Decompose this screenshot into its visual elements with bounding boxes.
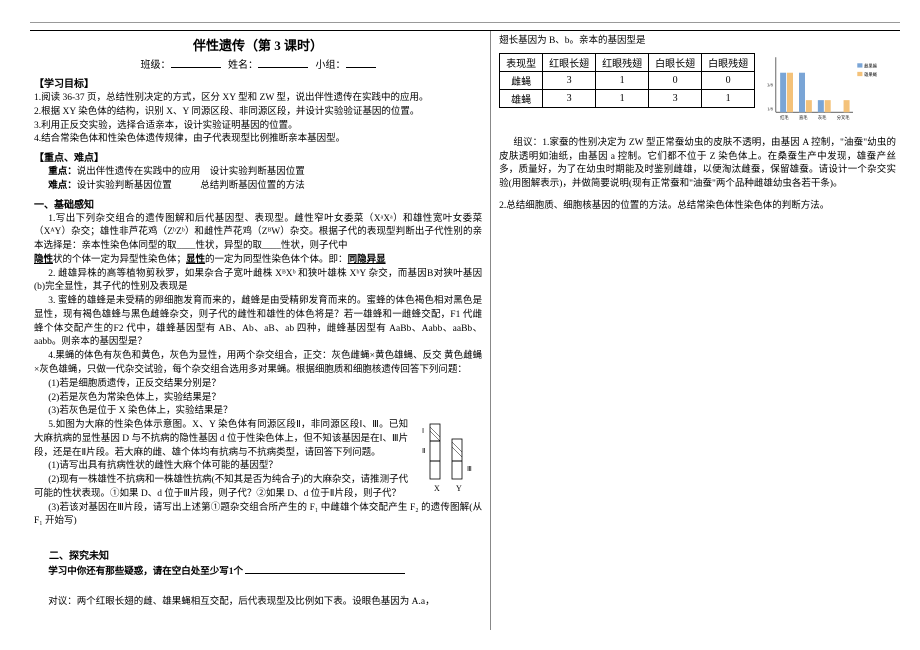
explore-label: 学习中你还有那些疑惑，请在空白处至少写1个 xyxy=(48,567,243,577)
r1c4: 1 xyxy=(702,89,755,107)
explore-heading: 二、探究未知 xyxy=(34,547,482,562)
goals-heading: 【学习目标】 xyxy=(34,75,482,90)
goal-4: 4.结合常染色体和性染色体遗传规律，由子代表现型比例推断亲本基因型。 xyxy=(34,133,482,147)
left-column: 伴性遗传（第 3 课时） 班级： 姓名： 小组： 【学习目标】 1.阅读 36-… xyxy=(30,31,491,630)
name-label: 姓名： xyxy=(228,60,258,71)
group-blank xyxy=(346,58,376,68)
leg0: 雌果蝇 xyxy=(864,62,878,69)
right-p1: 组议：1.家蚕的性别决定为 ZW 型正常蚕幼虫的皮肤不透明，由基因 A 控制，"… xyxy=(499,137,896,192)
th-4: 白眼残翅 xyxy=(702,53,755,71)
q3: 3. 蜜蜂的雄蜂是未受精的卵细胞发育而来的，雌蜂是由受精卵发育而来的。蜜蜂的体色… xyxy=(34,295,482,350)
q4-1: (1)若是细胞质遗传，正反交结果分别是？ xyxy=(34,378,482,392)
key1-label: 重点： xyxy=(48,167,77,177)
explore-blank xyxy=(245,564,405,574)
base-heading: 一、基础感知 xyxy=(34,196,482,211)
bi2-b: 状的个体一定为异型性染色体； xyxy=(53,255,186,265)
svg-text:Ⅱ: Ⅱ xyxy=(422,447,425,455)
r0c3: 0 xyxy=(649,71,702,89)
class-blank xyxy=(171,58,221,68)
th-1: 红眼长翅 xyxy=(543,53,596,71)
phenotype-table: 表现型 红眼长翅 红眼残翅 白眼长翅 白眼残翅 雌蝇 3 1 0 0 雄 xyxy=(499,53,755,108)
table-row: 雌蝇 3 1 0 0 xyxy=(500,71,755,89)
svg-text:Y: Y xyxy=(456,484,462,493)
r1c2: 1 xyxy=(596,89,649,107)
r1c3: 3 xyxy=(649,89,702,107)
key2-text: 设计实验判断基因位置 总结判断基因位置的方法 xyxy=(77,181,305,191)
svg-text:Ⅲ: Ⅲ xyxy=(467,465,472,473)
goal-2: 2.根据 XY 染色体的结构，识别 X、Y 同源区段、非同源区段，并设计实验验证… xyxy=(34,106,482,120)
q4-2: (2)若是灰色为常染色体上，实验结果是？ xyxy=(34,392,482,406)
name-blank xyxy=(258,58,308,68)
xl3: 分叉毛 xyxy=(837,114,851,121)
th-2: 红眼残翅 xyxy=(596,53,649,71)
th-3: 白眼长翅 xyxy=(649,53,702,71)
svg-text:3/8: 3/8 xyxy=(767,82,772,87)
class-label: 班级： xyxy=(141,60,171,71)
header-line: 班级： 姓名： 小组： xyxy=(34,56,482,71)
base-intro: 1.写出下列杂交组合的遗传图解和后代基因型、表现型。雌性窄叶女委菜（XᵃXᵃ）和… xyxy=(34,213,482,254)
q4: 4.果蝇的体色有灰色和黄色，灰色为显性，用两个杂交组合，正交：灰色雌蝇×黄色雄蝇… xyxy=(34,350,482,378)
right-column: 翅长基因为 B、b。亲本的基因型是 表现型 红眼长翅 红眼残翅 白眼长翅 白眼残… xyxy=(491,31,900,630)
key-line-2: 难点：设计实验判断基因位置 总结判断基因位置的方法 xyxy=(34,180,482,194)
key1-text: 说出伴性遗传在实践中的应用 设计实验判断基因位置 xyxy=(77,167,305,177)
two-column-layout: 伴性遗传（第 3 课时） 班级： 姓名： 小组： 【学习目标】 1.阅读 36-… xyxy=(30,31,900,630)
r0c4: 0 xyxy=(702,71,755,89)
discuss-line: 对议：两个红眼长翅的雌、雄果蝇相互交配，后代表现型及比例如下表。设眼色基因为 A… xyxy=(34,596,482,610)
table-chart-row: 表现型 红眼长翅 红眼残翅 白眼长翅 白眼残翅 雌蝇 3 1 0 0 雄 xyxy=(499,49,896,129)
leg1: 雄果蝇 xyxy=(864,71,878,78)
bi2-c: 显性 xyxy=(186,255,205,265)
xl1: 直毛 xyxy=(799,114,808,120)
explore-line: 学习中你还有那些疑惑，请在空白处至少写1个 xyxy=(34,564,482,580)
right-top-line: 翅长基因为 B、b。亲本的基因型是 xyxy=(499,35,896,49)
xy-diagram: X Y Ⅰ Ⅱ Ⅲ xyxy=(412,419,482,494)
r0c0: 雌蝇 xyxy=(500,71,543,89)
table-row: 雄蝇 3 1 3 1 xyxy=(500,89,755,107)
goal-1: 1.阅读 36-37 页，总结性别决定的方式，区分 XY 型和 ZW 型，说出伴… xyxy=(34,92,482,106)
svg-text:X: X xyxy=(434,484,440,493)
doc-title: 伴性遗传（第 3 课时） xyxy=(34,35,482,54)
table-row: 表现型 红眼长翅 红眼残翅 白眼长翅 白眼残翅 xyxy=(500,53,755,71)
goal-3: 3.利用正反交实验，选择合适亲本，设计实验证明基因的位置。 xyxy=(34,120,482,134)
r1c0: 雄蝇 xyxy=(500,89,543,107)
xl2: 灰毛 xyxy=(818,114,827,121)
q2: 2. 雌雄异株的高等植物剪秋罗，如果杂合子宽叶雌株 XᴮXᵇ 和狭叶雄株 XᵇY… xyxy=(34,268,482,296)
r0c2: 1 xyxy=(596,71,649,89)
r0c1: 3 xyxy=(543,71,596,89)
bar-chart: 1/8 3/8 红毛 直毛 灰毛 分叉毛 xyxy=(763,49,883,129)
bi2-d: 的一定为同型性染色体个体。即： xyxy=(205,255,348,265)
key2-label: 难点： xyxy=(48,181,77,191)
base-intro-2: 隐性状的个体一定为异型性染色体；显性的一定为同型性染色体个体。即：同隐异显 xyxy=(34,254,482,268)
bi2-e: 同隐异显 xyxy=(348,255,386,265)
svg-text:1/8: 1/8 xyxy=(767,106,772,111)
group-label: 小组： xyxy=(316,60,346,71)
bi2-a: 隐性 xyxy=(34,255,53,265)
q5-block: X Y Ⅰ Ⅱ Ⅲ 5.如图为大麻的性染色体示意图。X、Y 染色体有同源区段Ⅱ，… xyxy=(34,419,482,460)
th-0: 表现型 xyxy=(500,53,543,71)
right-p2: 2.总结细胞质、细胞核基因的位置的方法。总结常染色体性染色体的判断方法。 xyxy=(499,200,896,214)
svg-text:Ⅰ: Ⅰ xyxy=(422,427,424,435)
keys-heading: 【重点、难点】 xyxy=(34,149,482,164)
key-line-1: 重点：说出伴性遗传在实践中的应用 设计实验判断基因位置 xyxy=(34,166,482,180)
q4-3: (3)若灰色是位于 X 染色体上，实验结果是？ xyxy=(34,405,482,419)
xl0: 红毛 xyxy=(780,114,789,120)
q5-3: (3)若该对基因在Ⅲ片段，请写出上述第①题杂交组合所产生的 F₁ 中雌雄个体交配… xyxy=(34,502,482,530)
page-frame: 伴性遗传（第 3 课时） 班级： 姓名： 小组： 【学习目标】 1.阅读 36-… xyxy=(30,30,900,630)
r1c1: 3 xyxy=(543,89,596,107)
